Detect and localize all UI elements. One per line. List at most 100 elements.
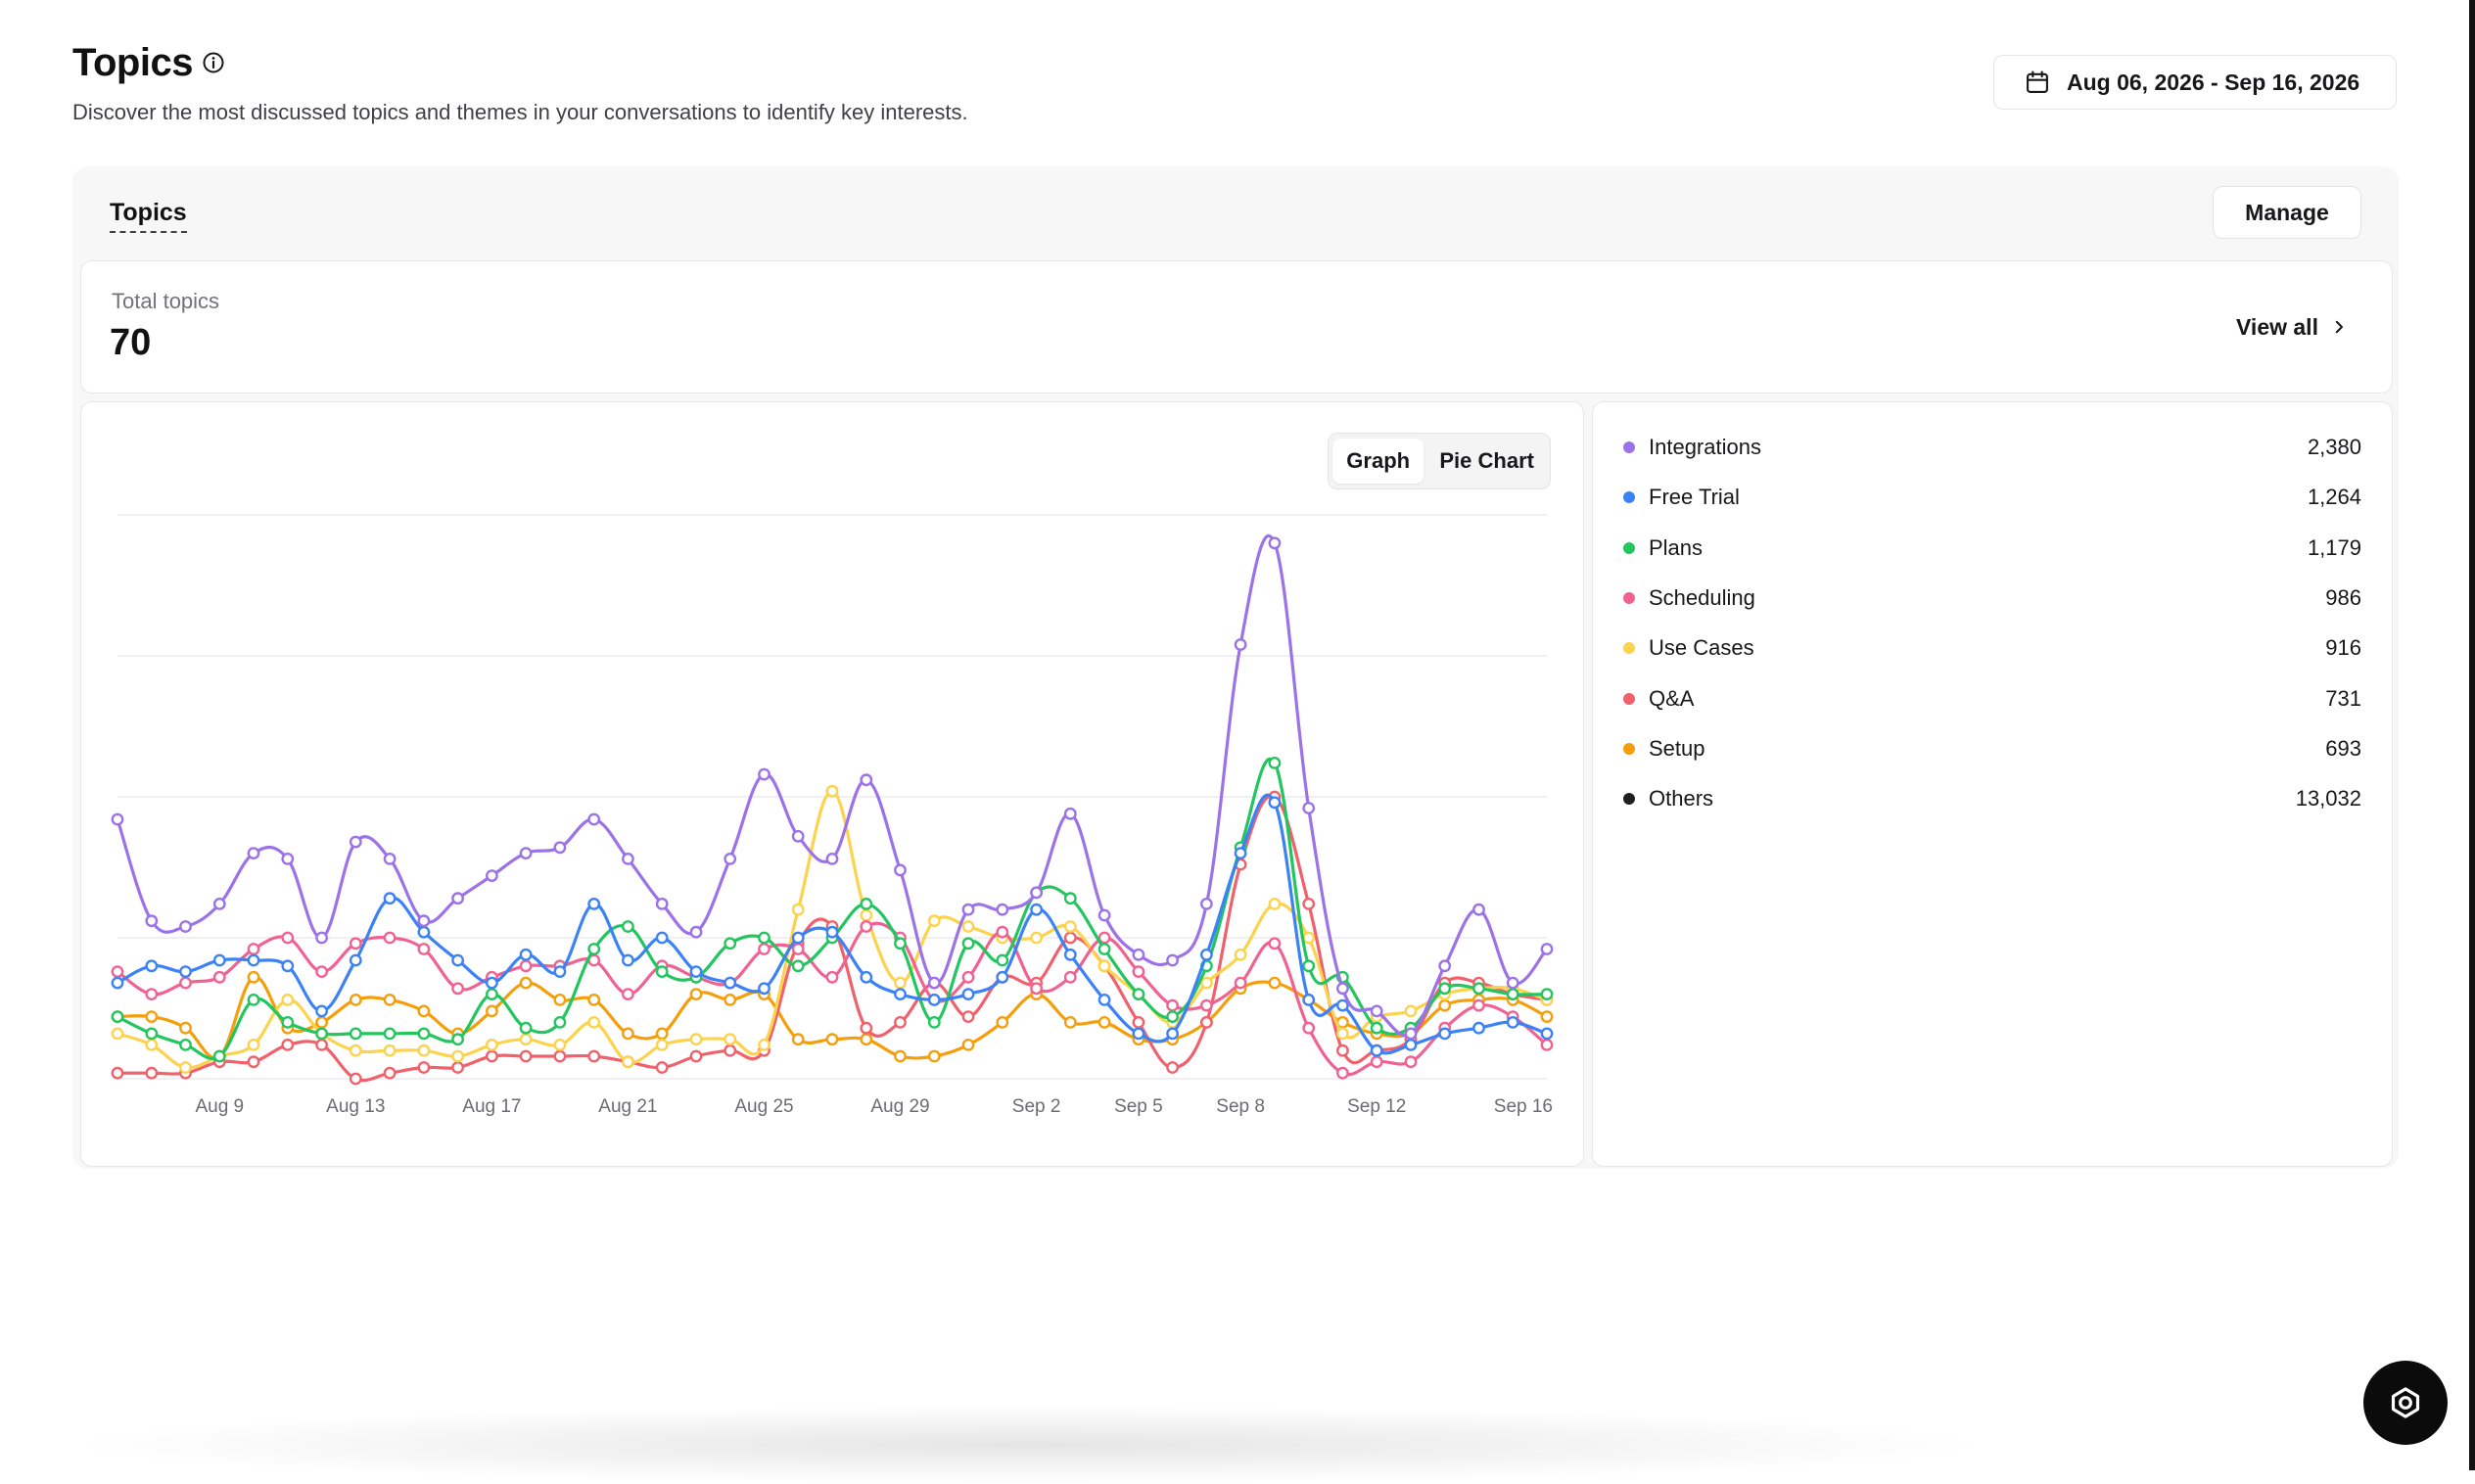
data-point[interactable]: [894, 976, 907, 990]
data-point[interactable]: [1404, 1055, 1418, 1069]
data-point[interactable]: [724, 976, 737, 990]
data-point[interactable]: [247, 943, 260, 955]
data-point[interactable]: [383, 1043, 397, 1057]
data-point[interactable]: [825, 1033, 839, 1046]
data-point[interactable]: [519, 1033, 533, 1046]
data-point[interactable]: [996, 903, 1009, 916]
data-point[interactable]: [1268, 756, 1282, 769]
data-point[interactable]: [349, 1027, 362, 1041]
data-point[interactable]: [553, 965, 567, 978]
data-point[interactable]: [1030, 903, 1043, 916]
data-point[interactable]: [1097, 943, 1111, 955]
data-point[interactable]: [1336, 982, 1349, 996]
data-point[interactable]: [860, 920, 873, 933]
data-point[interactable]: [212, 897, 226, 910]
data-point[interactable]: [451, 982, 464, 996]
chat-support-button[interactable]: [2363, 1361, 2448, 1445]
data-point[interactable]: [145, 959, 159, 973]
data-point[interactable]: [1097, 1016, 1111, 1029]
data-point[interactable]: [349, 993, 362, 1006]
data-point[interactable]: [383, 1066, 397, 1080]
tab-graph[interactable]: Graph: [1332, 439, 1424, 484]
data-point[interactable]: [1063, 920, 1077, 933]
data-point[interactable]: [1370, 1055, 1383, 1069]
data-point[interactable]: [1302, 897, 1316, 910]
data-point[interactable]: [961, 970, 975, 984]
data-point[interactable]: [860, 908, 873, 922]
legend-item[interactable]: Use Cases 916: [1623, 631, 2361, 665]
data-point[interactable]: [1132, 965, 1145, 978]
data-point[interactable]: [1302, 959, 1316, 973]
data-point[interactable]: [519, 976, 533, 990]
data-point[interactable]: [247, 953, 260, 967]
data-point[interactable]: [179, 920, 192, 933]
data-point[interactable]: [451, 1061, 464, 1074]
data-point[interactable]: [1030, 886, 1043, 900]
data-point[interactable]: [1506, 1016, 1519, 1029]
data-point[interactable]: [894, 1016, 907, 1029]
data-point[interactable]: [1200, 976, 1213, 990]
data-point[interactable]: [281, 852, 295, 865]
data-point[interactable]: [724, 937, 737, 951]
data-point[interactable]: [1540, 943, 1554, 955]
data-point[interactable]: [451, 892, 464, 905]
data-point[interactable]: [1506, 988, 1519, 1000]
data-point[interactable]: [179, 1021, 192, 1035]
data-point[interactable]: [1370, 1004, 1383, 1018]
data-point[interactable]: [996, 953, 1009, 967]
data-point[interactable]: [724, 1043, 737, 1057]
data-point[interactable]: [349, 937, 362, 951]
data-point[interactable]: [519, 847, 533, 859]
legend-item[interactable]: Others 13,032: [1623, 782, 2361, 815]
data-point[interactable]: [860, 1033, 873, 1046]
data-point[interactable]: [1268, 937, 1282, 951]
data-point[interactable]: [894, 937, 907, 951]
data-point[interactable]: [1063, 970, 1077, 984]
data-point[interactable]: [281, 931, 295, 945]
data-point[interactable]: [145, 914, 159, 928]
tab-pie-chart[interactable]: Pie Chart: [1439, 448, 1534, 473]
data-point[interactable]: [1063, 931, 1077, 945]
data-point[interactable]: [689, 1033, 703, 1046]
data-point[interactable]: [349, 1072, 362, 1086]
data-point[interactable]: [1200, 897, 1213, 910]
data-point[interactable]: [860, 773, 873, 787]
data-point[interactable]: [281, 1039, 295, 1051]
data-point[interactable]: [1336, 1043, 1349, 1057]
data-point[interactable]: [1200, 948, 1213, 961]
data-point[interactable]: [179, 976, 192, 990]
data-point[interactable]: [1166, 998, 1180, 1012]
data-point[interactable]: [485, 1049, 498, 1063]
data-point[interactable]: [1472, 998, 1485, 1012]
data-point[interactable]: [383, 931, 397, 945]
data-point[interactable]: [724, 852, 737, 865]
data-point[interactable]: [860, 897, 873, 910]
data-point[interactable]: [145, 1010, 159, 1023]
data-point[interactable]: [383, 1027, 397, 1041]
data-point[interactable]: [417, 943, 431, 955]
data-point[interactable]: [961, 1039, 975, 1051]
data-point[interactable]: [247, 970, 260, 984]
data-point[interactable]: [451, 1033, 464, 1046]
data-point[interactable]: [1540, 1010, 1554, 1023]
legend-item[interactable]: Integrations 2,380: [1623, 431, 2361, 464]
data-point[interactable]: [315, 1027, 329, 1041]
data-point[interactable]: [1063, 892, 1077, 905]
data-point[interactable]: [383, 852, 397, 865]
data-point[interactable]: [111, 1027, 124, 1041]
data-point[interactable]: [1063, 807, 1077, 820]
data-point[interactable]: [791, 1033, 805, 1046]
data-point[interactable]: [1438, 959, 1452, 973]
data-point[interactable]: [247, 847, 260, 859]
data-point[interactable]: [689, 1049, 703, 1063]
data-point[interactable]: [689, 965, 703, 978]
data-point[interactable]: [349, 835, 362, 849]
data-point[interactable]: [145, 1039, 159, 1051]
data-point[interactable]: [417, 1004, 431, 1018]
data-point[interactable]: [927, 914, 941, 928]
data-point[interactable]: [485, 1004, 498, 1018]
legend-item[interactable]: Free Trial 1,264: [1623, 481, 2361, 514]
data-point[interactable]: [1472, 982, 1485, 996]
data-point[interactable]: [1268, 897, 1282, 910]
data-point[interactable]: [758, 931, 771, 945]
